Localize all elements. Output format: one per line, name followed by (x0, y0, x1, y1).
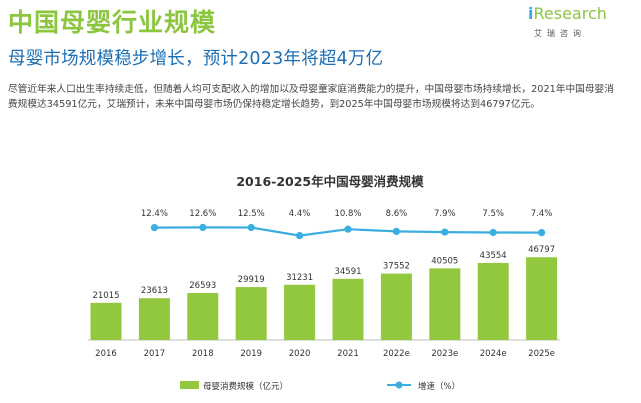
x-tick-label: 2022e (383, 349, 410, 359)
growth-point-2021 (344, 225, 352, 233)
growth-point-2020 (296, 232, 304, 240)
chart-title: 2016-2025年中国母婴消费规模 (236, 174, 424, 189)
growth-point-2025e (538, 229, 546, 237)
growth-point-2023e (441, 228, 449, 236)
bar-value-label: 26593 (189, 281, 216, 291)
bar-2023e (429, 268, 461, 340)
growth-point-2024e (489, 228, 497, 237)
labels-layer: 21015 2016 23613 2017 26593 2018 29919 2019 3123… (92, 209, 555, 359)
logo-wordmark: iResearch (528, 4, 607, 23)
bar-2018 (187, 292, 219, 340)
logo-letter: i (528, 4, 534, 23)
bar-2021 (332, 278, 364, 340)
bar-value-label: 46797 (528, 245, 555, 255)
bar-2016 (90, 302, 122, 340)
bar-value-label: 23613 (141, 286, 168, 296)
growth-rate-label: 7.5% (482, 209, 504, 219)
growth-rate-label: 4.4% (289, 209, 311, 219)
x-tick-label: 2025e (528, 349, 555, 359)
bar-2020 (284, 284, 316, 340)
growth-rate-label: 12.5% (238, 209, 265, 219)
x-tick-label: 2023e (431, 349, 458, 359)
growth-point-2022e (392, 227, 400, 235)
growth-rate-label: 7.4% (531, 209, 553, 219)
page-title: 中国母婴行业规模 (8, 8, 217, 37)
legend-bar-label: 母婴消费规模（亿元） (203, 381, 288, 392)
x-tick-label: 2016 (95, 349, 117, 359)
bar-2022e (380, 273, 412, 340)
bar-2019 (235, 287, 267, 340)
growth-rate-label: 12.4% (141, 209, 168, 219)
bar-value-label: 37552 (383, 262, 410, 272)
description-text: 尽管近年来人口出生率持续走低，但随着人均可支配收入的增加以及母婴童家庭消费能力的… (8, 84, 614, 110)
x-tick-label: 2019 (240, 349, 262, 359)
legend-bar-swatch (180, 381, 199, 389)
bars-layer (90, 257, 558, 340)
bar-value-label: 21015 (92, 291, 119, 301)
x-tick-label: 2018 (192, 349, 214, 359)
growth-rate-label: 7.9% (434, 209, 456, 219)
bar-value-label: 43554 (480, 251, 507, 261)
logo-word: Research (533, 4, 607, 23)
growth-rate-label: 8.6% (386, 209, 408, 219)
bar-2025e (526, 257, 558, 340)
bar-2024e (477, 262, 509, 340)
growth-rate-label: 12.6% (189, 209, 216, 219)
growth-point-2018 (199, 223, 207, 231)
bar-value-label: 34591 (334, 267, 361, 277)
x-tick-label: 2024e (480, 349, 507, 359)
bar-value-label: 31231 (286, 273, 313, 283)
logo-subtitle: 艾瑞咨询 (534, 29, 586, 38)
growth-point-2019 (247, 223, 255, 232)
page-subtitle: 母婴市场规模稳步增长，预计2023年将超4万亿 (8, 49, 384, 69)
growth-line-layer (150, 223, 546, 240)
growth-rate-label: 10.8% (334, 209, 361, 219)
growth-point-2017 (150, 224, 158, 232)
iresearch-logo: iResearch 艾瑞咨询 (528, 4, 628, 44)
legend-line-marker (395, 381, 403, 389)
x-tick-label: 2020 (289, 349, 311, 359)
bar-value-label: 29919 (238, 275, 265, 285)
x-tick-label: 2021 (337, 349, 359, 359)
bar-value-label: 40505 (431, 256, 458, 266)
x-tick-label: 2017 (144, 349, 166, 359)
legend: 母婴消费规模（亿元） 增速（%） (180, 381, 460, 392)
legend-line-label: 增速（%） (418, 381, 460, 392)
bar-2017 (138, 298, 170, 340)
